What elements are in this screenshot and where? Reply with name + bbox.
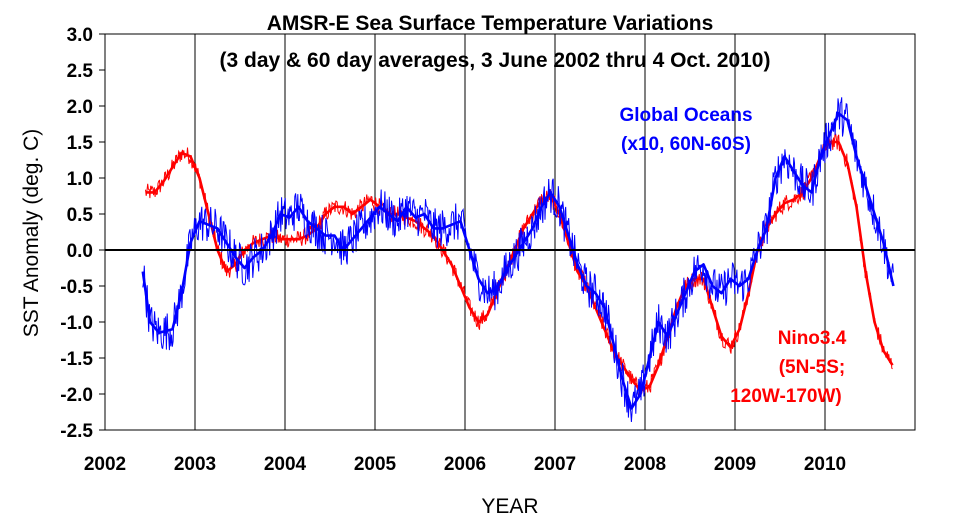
x-tick-label: 2008 <box>624 454 666 475</box>
y-axis-label: SST Anomaly (deg. C) <box>20 129 43 338</box>
y-tick-label: 3.0 <box>67 25 93 46</box>
series-annotations: Global Oceans (x10, 60N-60S) Nino3.4 (5N… <box>619 105 846 407</box>
plot-area-frame <box>104 33 916 431</box>
chart-title: AMSR-E Sea Surface Temperature Variation… <box>267 12 714 35</box>
x-tick-label: 2003 <box>174 454 216 475</box>
y-tick-label: -0.5 <box>60 277 93 298</box>
y-tick-label: -1.0 <box>60 313 93 334</box>
y-tick-label: 0.0 <box>67 241 93 262</box>
vertical-gridlines <box>194 34 826 430</box>
x-tick-label: 2004 <box>264 454 307 475</box>
y-tick-label: -1.5 <box>60 349 93 370</box>
x-tick-label: 2010 <box>804 454 846 475</box>
y-tick-label: -2.0 <box>60 385 93 406</box>
x-axis-ticks: 2002 2003 2004 2005 2006 2007 2008 2009 2010 <box>84 454 846 475</box>
x-tick-label: 2005 <box>354 454 397 475</box>
x-tick-label: 2007 <box>534 454 576 475</box>
annotation-nino-line-1: Nino3.4 <box>778 328 847 349</box>
x-tick-label: 2009 <box>714 454 756 475</box>
y-tick-label: -2.5 <box>60 421 93 442</box>
x-tick-label: 2006 <box>444 454 486 475</box>
annotation-global-line-2: (x10, 60N-60S) <box>621 134 751 155</box>
chart-subtitle: (3 day & 60 day averages, 3 June 2002 th… <box>220 49 771 72</box>
y-tick-label: 1.5 <box>67 133 94 154</box>
y-axis-ticks: 3.0 2.5 2.0 1.5 1.0 0.5 0.0 -0.5 -1.0 -1.5 -2.0 -2.… <box>60 25 105 442</box>
annotation-nino-line-2: (5N-5S; <box>779 357 846 378</box>
annotation-nino-line-3: 120W-170W) <box>730 386 842 407</box>
x-tick-label: 2002 <box>84 454 126 475</box>
x-axis-label: YEAR <box>481 495 538 518</box>
y-tick-label: 2.5 <box>67 61 94 82</box>
y-tick-label: 2.0 <box>67 97 93 118</box>
y-tick-label: 1.0 <box>67 169 93 190</box>
y-tick-label: 0.5 <box>67 205 94 226</box>
annotation-global-line-1: Global Oceans <box>619 105 752 126</box>
